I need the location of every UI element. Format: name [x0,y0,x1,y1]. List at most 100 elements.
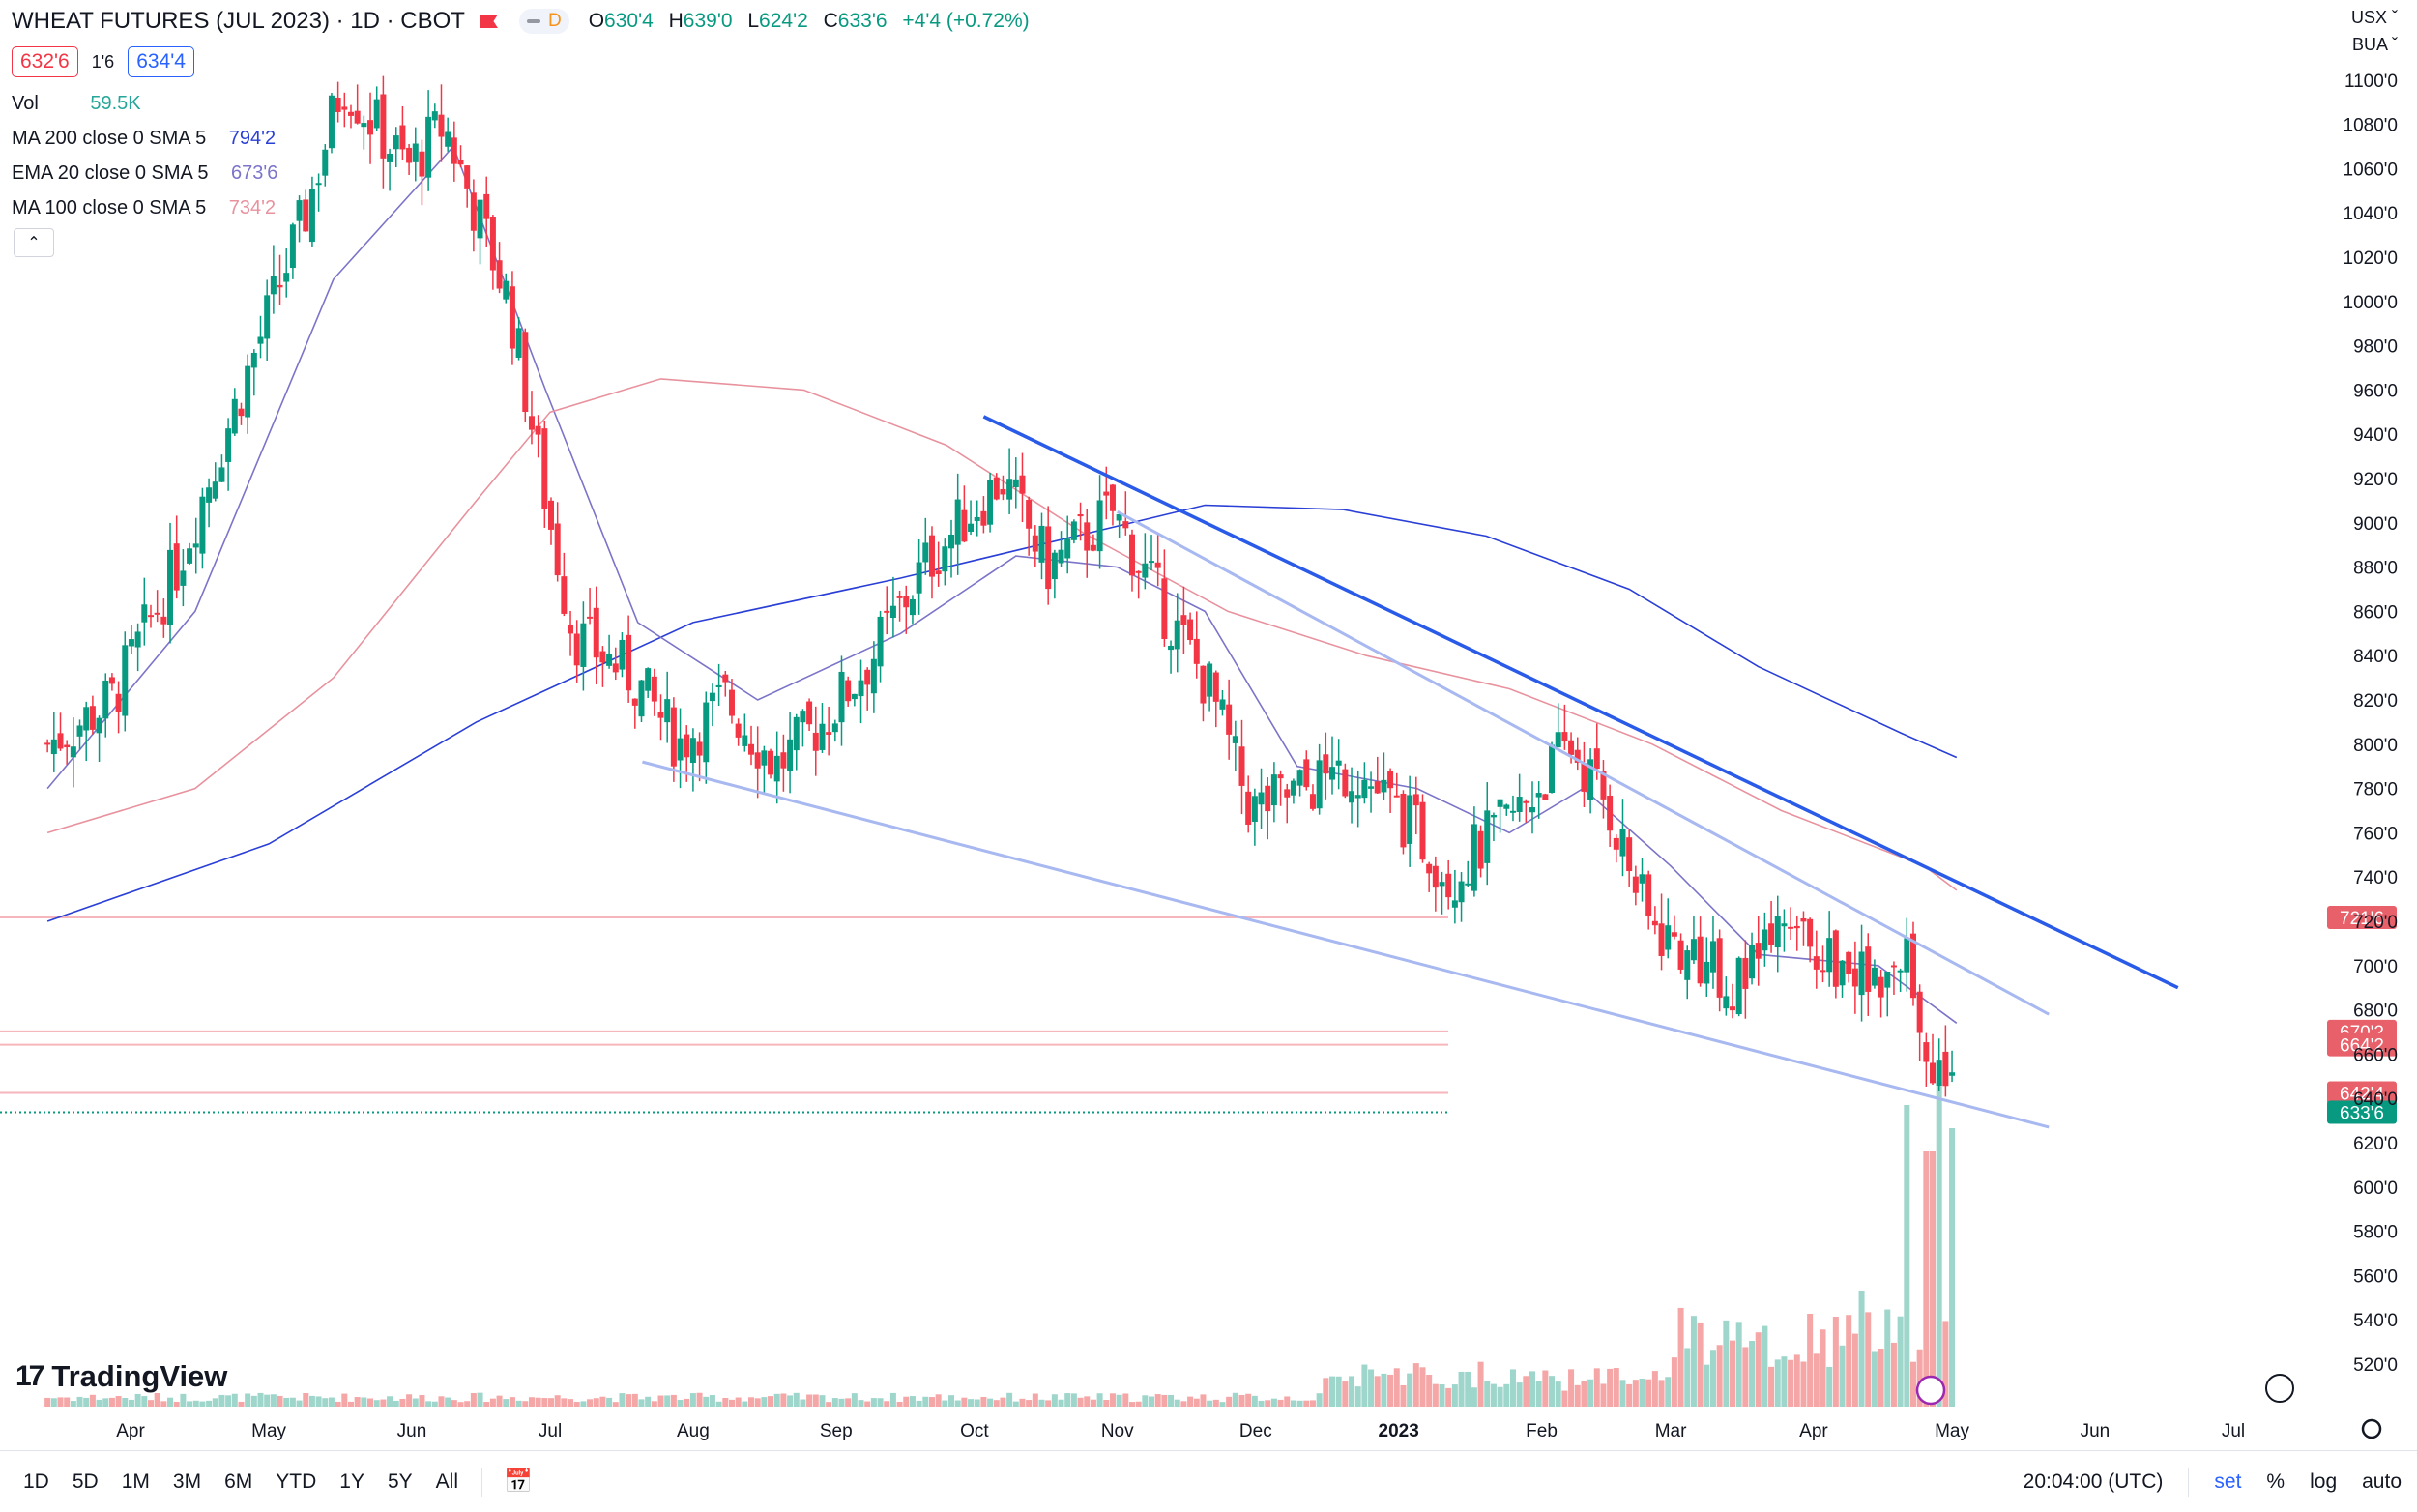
range-1m[interactable]: 1M [121,1469,150,1493]
volume-bar [1516,1382,1523,1407]
volume-bar [593,1398,599,1407]
percent-scale-button[interactable]: % [2266,1469,2286,1493]
candle-body [1704,961,1710,984]
level-price-label: 664'2 [2340,1036,2384,1057]
auto-scale-button[interactable]: auto [2362,1469,2402,1493]
candle-body [1851,968,1858,987]
price-tick-label: 860'0 [2353,602,2398,623]
candle-body [522,332,529,413]
range-1y[interactable]: 1Y [339,1469,364,1493]
candle-body [50,739,57,755]
candle-body [1458,881,1465,903]
price-axis[interactable]: 520'0 540'0 560'0 580'0 600'0 620'0 640'0 660'0… [2344,72,2398,1376]
volume-bar [341,1393,348,1407]
range-5d[interactable]: 5D [72,1469,99,1493]
candle-body [1277,774,1284,779]
price-tick-label: 880'0 [2353,559,2398,579]
level-price-tag [2327,1032,2397,1057]
candle-body [250,352,257,368]
gear-icon[interactable] [2361,1418,2382,1439]
volume-bar [431,1401,438,1407]
market-status-label: D [547,11,562,31]
candle-body [1000,488,1006,495]
candle-body [257,336,264,344]
candle-body [1671,932,1677,937]
volume-bar [1226,1396,1233,1407]
candle-body [141,604,148,623]
lightning-icon[interactable] [1915,1375,1946,1406]
volume-bar [1846,1315,1852,1407]
indicator-ma100[interactable]: MA 100 close 0 SMA 5 734'2 [12,197,276,219]
volume-bar [1549,1376,1556,1407]
candle-body [470,192,477,231]
candle-body [870,658,877,694]
volume-bar [1070,1393,1077,1407]
candle-body [548,500,554,530]
indicator-name: MA 200 close 0 SMA 5 [12,128,207,149]
collapse-legend-button[interactable]: ⌃ [14,228,54,257]
calendar-goto-icon[interactable]: 📅 [504,1468,533,1495]
range-all[interactable]: All [435,1469,458,1493]
candle-body [831,723,838,733]
indicator-ema20[interactable]: EMA 20 close 0 SMA 5 673'6 [12,162,277,185]
time-axis[interactable]: Apr May Jun Jul Aug Sep Oct Nov Dec 2023 Feb Mar Apr… [116,1374,2382,1441]
volume-bar [1607,1368,1614,1407]
candle-body [1361,779,1368,799]
candle-body [477,199,483,239]
candle-body [877,616,884,667]
candle-body [361,123,367,128]
volume-bar [187,1401,193,1407]
currency-selector[interactable]: USX ˇ [2350,8,2398,27]
unit-selector[interactable]: BUA ˇ [2351,35,2398,54]
range-1d[interactable]: 1D [23,1469,49,1493]
range-ytd[interactable]: YTD [276,1469,317,1493]
volume-bar [225,1395,232,1407]
candle-body [387,153,393,162]
tradingview-logo[interactable]: 17 TradingView [15,1359,227,1394]
volume-bar [1412,1363,1419,1407]
buy-price-button[interactable]: 634'4 [128,46,194,77]
time-display[interactable]: 20:04:00 (UTC) [2023,1469,2164,1493]
sell-price-button[interactable]: 632'6 [12,46,78,77]
price-tick-label: 1060'0 [2344,160,2398,180]
range-6m[interactable]: 6M [224,1469,253,1493]
volume-bar [1626,1383,1633,1407]
indicator-vol[interactable]: Vol 59.5K [12,93,141,115]
candle-body [1593,748,1600,770]
price-tick-label: 820'0 [2353,691,2398,712]
volume-bar [728,1399,735,1407]
trend-line[interactable] [1117,510,2050,1016]
candle-body [1735,957,1742,1015]
indicator-ma200[interactable]: MA 200 close 0 SMA 5 794'2 [12,128,276,150]
candle-body [1038,525,1045,563]
candle-body [1238,746,1245,786]
log-scale-button[interactable]: log [2310,1469,2338,1493]
time-tick-label: Jun [397,1421,427,1441]
range-5y[interactable]: 5Y [387,1469,413,1493]
candle-body [1684,950,1691,980]
candle-body [1064,538,1071,559]
candle-body [1490,814,1497,818]
timer-icon[interactable] [2265,1374,2294,1403]
volume-bar [1128,1402,1135,1407]
volume-bar [489,1398,496,1407]
symbol-title[interactable]: WHEAT FUTURES (JUL 2023) · 1D · CBOT [12,8,465,34]
moving-average-line [46,504,1958,922]
market-status-pill[interactable]: D [518,9,569,34]
trend-line[interactable] [642,760,2050,1129]
flag-icon[interactable] [480,15,498,28]
candle-body [1090,544,1096,551]
volume-bar [1432,1383,1439,1407]
session-set-button[interactable]: set [2214,1469,2242,1493]
candles [44,75,1956,1097]
volume-bar [554,1395,561,1407]
candle-body [987,480,994,525]
tradingview-logo-icon: 17 [15,1360,44,1392]
trend-line[interactable] [982,415,2179,990]
range-3m[interactable]: 3M [172,1469,202,1493]
volume-bar [1245,1393,1252,1407]
candle-body [160,616,167,625]
trend-lines[interactable] [642,415,2179,1129]
candle-body [451,137,457,164]
